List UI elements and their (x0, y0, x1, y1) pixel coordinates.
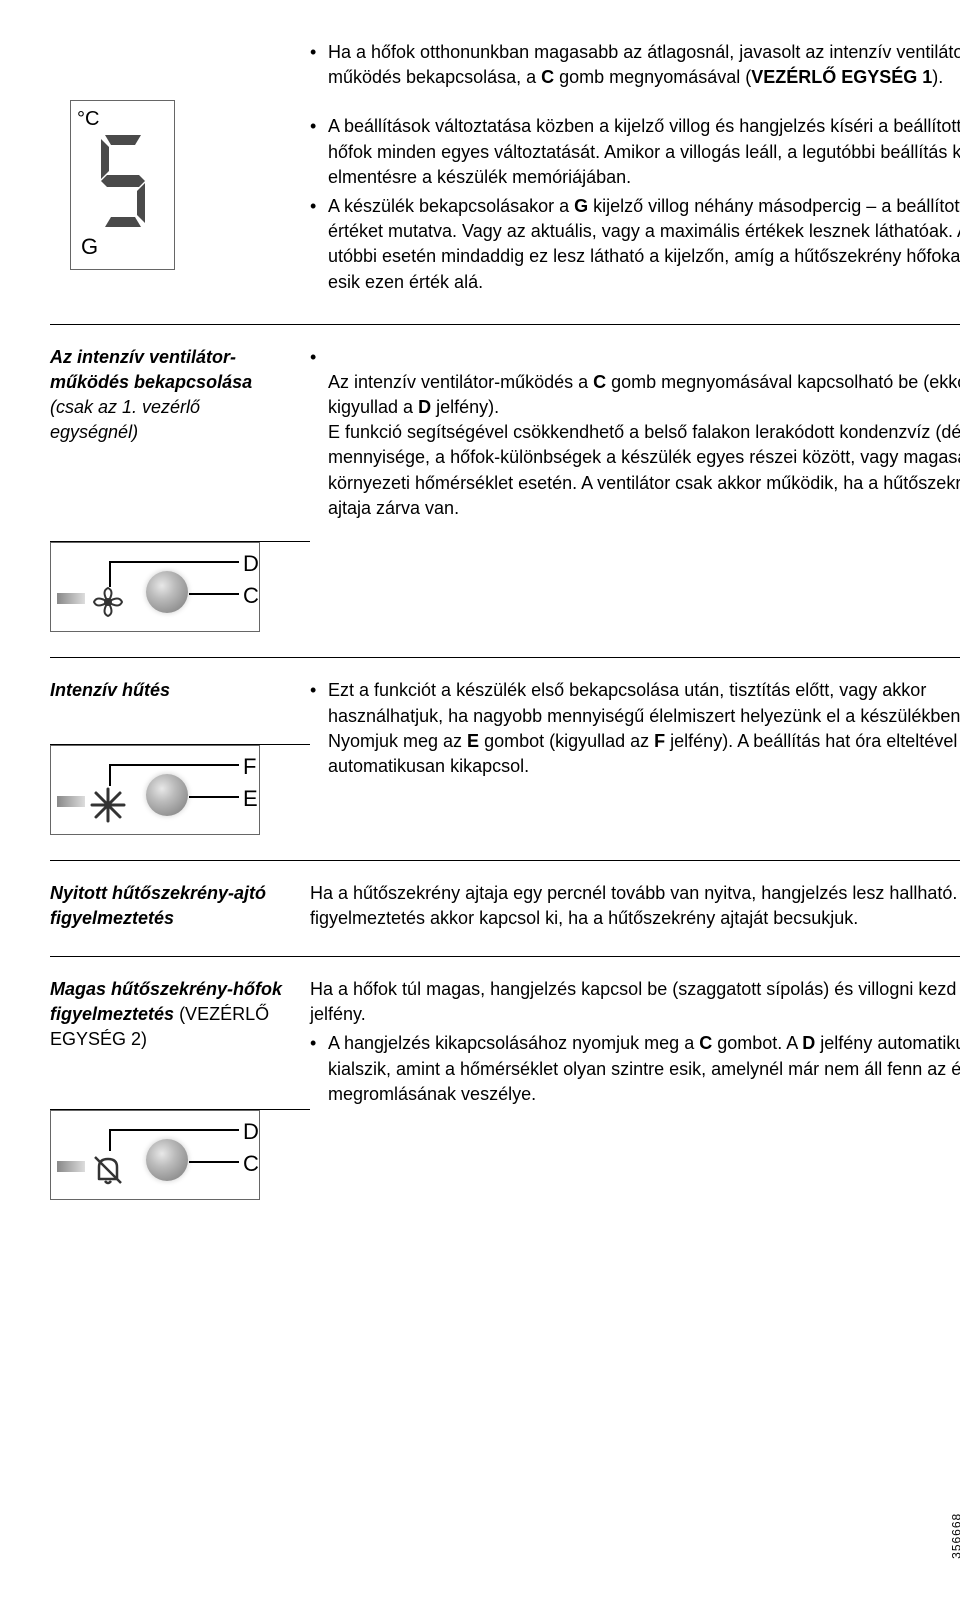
bar-icon (57, 796, 85, 807)
open-door-text: Ha a hűtőszekrény ajtaja egy percnél tov… (310, 881, 960, 931)
cooling-diagram: F E (50, 745, 260, 835)
high-temp-bullet: A hangjelzés kikapcsolásához nyomjuk meg… (310, 1031, 960, 1107)
intro-bullet-2: A beállítások változtatása közben a kije… (310, 114, 960, 190)
label-e: E (243, 784, 258, 815)
label-c: C (243, 581, 259, 612)
cooling-right: Ezt a funkciót a készülék első bekapcsol… (310, 678, 960, 783)
divider (50, 956, 960, 957)
fan-bullet: Az intenzív ventilátor-működés a C gomb … (310, 345, 960, 521)
label-d: D (243, 1117, 259, 1148)
fan-diagram: D C (50, 542, 260, 632)
intro-bullet-3: A készülék bekapcsolásakor a G kijelző v… (310, 194, 960, 295)
open-door-section: Nyitott hűtőszekrény-ajtó figyelmeztetés… (50, 881, 960, 931)
led-icon (146, 571, 188, 613)
cooling-heading: Intenzív hűtés (50, 680, 170, 700)
label-d: D (243, 549, 259, 580)
intro-right: Ha a hőfok otthonunkban magasabb az átla… (310, 40, 960, 299)
intro-section: °C G Ha a hőfok otthonunkban magasabb az… (50, 40, 960, 299)
open-door-heading: Nyitott hűtőszekrény-ajtó figyelmeztetés (50, 883, 266, 928)
bar-icon (57, 1161, 85, 1172)
label-c: C (243, 1149, 259, 1180)
bell-off-icon (89, 1151, 127, 1189)
fan-heading: Az intenzív ventilátor-működés bekapcsol… (50, 345, 290, 446)
divider (50, 657, 960, 658)
high-temp-left: Magas hűtőszekrény-hőfok figyelmeztetés … (50, 977, 310, 1200)
document-code: 356668 (948, 1513, 960, 1559)
fan-icon (91, 585, 125, 619)
high-temp-diagram: D C (50, 1110, 260, 1200)
label-f: F (243, 752, 256, 783)
high-temp-right: Ha a hőfok túl magas, hangjelzés kapcsol… (310, 977, 960, 1111)
open-door-left: Nyitott hűtőszekrény-ajtó figyelmeztetés (50, 881, 310, 931)
led-icon (146, 774, 188, 816)
divider (50, 324, 960, 325)
g-label: G (81, 232, 98, 263)
cooling-left: Intenzív hűtés F E (50, 678, 310, 834)
degree-c-label: °C (77, 105, 99, 133)
cooling-bullet: Ezt a funkciót a készülék első bekapcsol… (310, 678, 960, 779)
fan-left: Az intenzív ventilátor-működés bekapcsol… (50, 345, 310, 633)
intro-left: °C G (50, 40, 310, 270)
divider (50, 860, 960, 861)
fan-section: Az intenzív ventilátor-működés bekapcsol… (50, 345, 960, 633)
snowflake-icon (89, 786, 127, 824)
cooling-section: Intenzív hűtés F E Ezt a funk (50, 678, 960, 834)
intro-bullet-1: Ha a hőfok otthonunkban magasabb az átla… (310, 40, 960, 90)
led-icon (146, 1139, 188, 1181)
high-temp-para: Ha a hőfok túl magas, hangjelzés kapcsol… (310, 977, 960, 1027)
high-temp-heading: Magas hűtőszekrény-hőfok figyelmeztetés … (50, 977, 290, 1053)
seven-segment-icon (93, 131, 153, 231)
high-temp-section: Magas hűtőszekrény-hőfok figyelmeztetés … (50, 977, 960, 1200)
bar-icon (57, 593, 85, 604)
fan-right: Az intenzív ventilátor-működés a C gomb … (310, 345, 960, 525)
temperature-display-diagram: °C G (70, 100, 175, 270)
open-door-right: Ha a hűtőszekrény ajtaja egy percnél tov… (310, 881, 960, 931)
